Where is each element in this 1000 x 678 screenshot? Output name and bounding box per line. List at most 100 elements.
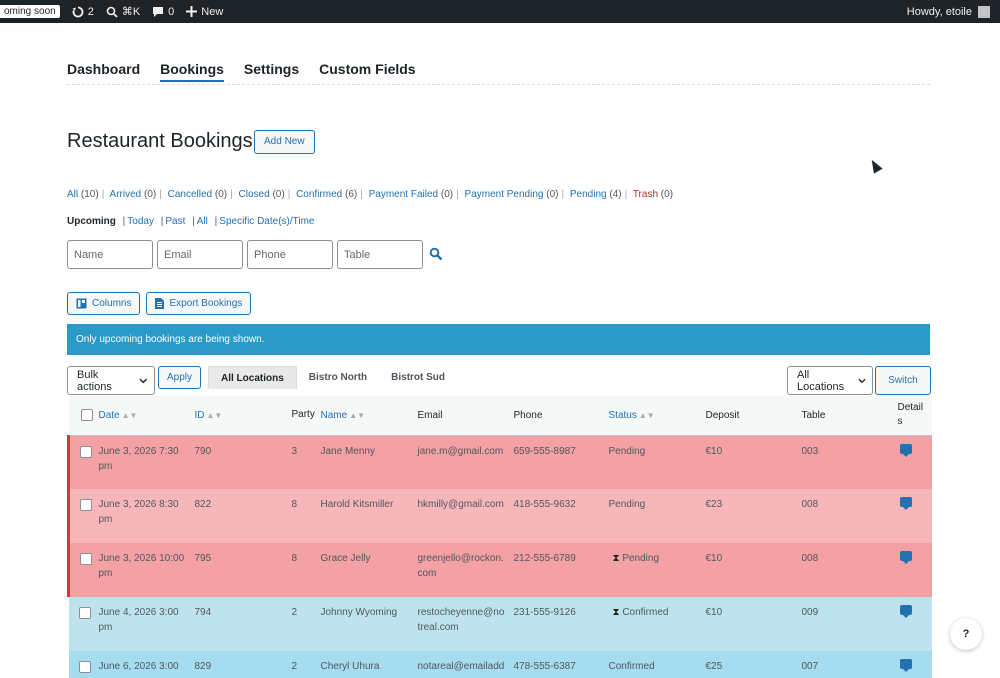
coming-soon-badge[interactable]: oming soon: [0, 5, 60, 18]
switch-button[interactable]: Switch: [875, 366, 931, 395]
row-id: 822: [190, 489, 288, 543]
date-filter-specific[interactable]: Specific Date(s)/Time: [219, 216, 315, 227]
refresh-icon: [72, 6, 84, 17]
hourglass-icon: ⧗: [612, 553, 620, 564]
header-phone: Phone: [509, 396, 605, 436]
comments-count: 0: [168, 5, 175, 18]
status-all-link[interactable]: All: [67, 189, 79, 200]
date-filter-upcoming[interactable]: Upcoming: [67, 216, 116, 227]
date-filter-today[interactable]: Today: [127, 216, 154, 227]
comments-item[interactable]: 0: [152, 6, 174, 18]
tab-bookings[interactable]: Bookings: [160, 61, 224, 82]
phone-search-input[interactable]: [247, 240, 333, 269]
bulk-actions-label: Bulk actions: [77, 368, 112, 393]
add-new-button[interactable]: Add New: [254, 130, 315, 154]
details-icon[interactable]: [899, 551, 912, 564]
nav-divider: [67, 84, 930, 85]
row-email: restocheyenne@notreal.com: [413, 597, 510, 651]
columns-icon: [76, 298, 87, 309]
status-payment-failed-link[interactable]: Payment Failed: [368, 189, 439, 200]
row-name: Johnny Wyoming: [316, 597, 414, 651]
updates-item[interactable]: 2: [72, 6, 94, 18]
chevron-down-icon: [139, 378, 148, 383]
status-closed-link[interactable]: Closed: [238, 189, 270, 200]
search-shortcut: ⌘K: [121, 6, 141, 18]
search-item[interactable]: ⌘K: [106, 5, 140, 18]
header-id[interactable]: ID ▲▼: [190, 396, 288, 436]
date-filter-all[interactable]: All: [196, 216, 208, 227]
header-status[interactable]: Status ▲▼: [604, 396, 702, 436]
row-id: 794: [190, 597, 288, 651]
location-select[interactable]: All Locations: [787, 366, 873, 395]
new-item[interactable]: New: [186, 6, 223, 18]
row-name: Jane Menny: [316, 435, 414, 489]
apply-button[interactable]: Apply: [158, 366, 202, 389]
details-icon[interactable]: [899, 497, 912, 510]
info-notice: Only upcoming bookings are being shown.: [67, 324, 930, 355]
row-table: 008: [797, 543, 894, 597]
row-checkbox[interactable]: [80, 499, 92, 511]
tab-all-locations[interactable]: All Locations: [208, 366, 297, 389]
name-search-input[interactable]: [67, 240, 153, 269]
details-icon[interactable]: [899, 443, 912, 457]
columns-button[interactable]: Columns: [67, 292, 141, 315]
document-icon: [155, 298, 165, 309]
status-pending-link[interactable]: Pending: [569, 189, 607, 200]
status-filter-links: All (10) | Arrived (0) | Cancelled (0) | Cl…: [67, 189, 674, 200]
row-phone: 659-555-8987: [509, 435, 605, 489]
status-confirmed-link[interactable]: Confirmed: [296, 189, 343, 200]
row-party: 3: [287, 435, 317, 489]
status-payment-pending-link[interactable]: Payment Pending: [464, 189, 544, 200]
status-arrived-link[interactable]: Arrived: [109, 189, 142, 200]
row-checkbox[interactable]: [78, 661, 91, 673]
tab-settings[interactable]: Settings: [243, 61, 300, 77]
bulk-actions-select[interactable]: Bulk actions: [67, 366, 155, 395]
table-row[interactable]: June 3, 2026 8:30 pm 822 8 Harold Kitsmi…: [67, 489, 932, 543]
row-status: Pending: [604, 435, 702, 489]
header-details: Details: [893, 396, 932, 436]
status-cancelled-link[interactable]: Cancelled: [167, 189, 213, 200]
tab-dashboard[interactable]: Dashboard: [67, 61, 141, 77]
row-phone: 212-555-6789: [509, 543, 605, 597]
updates-count: 2: [87, 5, 94, 18]
details-icon[interactable]: [899, 659, 912, 672]
row-checkbox[interactable]: [78, 607, 91, 619]
date-filter-past[interactable]: Past: [165, 216, 186, 227]
row-email: hkmilly@gmail.com: [413, 489, 510, 543]
tab-custom-fields[interactable]: Custom Fields: [319, 61, 416, 77]
header-date[interactable]: Date ▲▼: [94, 396, 191, 436]
row-status: ⧗ Pending: [604, 543, 702, 597]
details-icon[interactable]: [899, 605, 912, 618]
header-name[interactable]: Name ▲▼: [316, 396, 414, 436]
page-title: Restaurant Bookings: [67, 130, 253, 152]
table-row[interactable]: June 6, 2026 3:00 pm 829 2 Cheryl Uhura …: [68, 651, 932, 678]
mouse-cursor-icon: [867, 157, 883, 174]
table-row[interactable]: June 4, 2026 3:00 pm 794 2 Johnny Wyomin…: [68, 597, 932, 651]
account-menu[interactable]: Howdy, etoile: [907, 0, 990, 23]
table-row[interactable]: June 3, 2026 7:30 pm 790 3 Jane Menny ja…: [67, 435, 932, 489]
help-button[interactable]: ?: [950, 618, 982, 650]
tab-bistrot-sud[interactable]: Bistrot Sud: [391, 372, 446, 383]
row-checkbox[interactable]: [80, 553, 92, 565]
export-bookings-button[interactable]: Export Bookings: [146, 292, 252, 315]
row-date: June 4, 2026 3:00 pm: [94, 597, 191, 651]
row-status: Confirmed: [604, 651, 702, 678]
search-icon[interactable]: [429, 247, 443, 261]
status-trash-link[interactable]: Trash: [632, 189, 659, 200]
row-phone: 418-555-9632: [509, 489, 605, 543]
row-name: Cheryl Uhura: [316, 651, 414, 678]
avatar: [978, 5, 990, 18]
table-search-input[interactable]: [337, 240, 423, 269]
table-row[interactable]: June 3, 2026 10:00 pm 795 8 Grace Jelly …: [67, 543, 932, 597]
row-date: June 3, 2026 7:30 pm: [94, 435, 191, 489]
bookings-table: Date ▲▼ ID ▲▼ Party Name ▲▼ Email Phone Sta…: [67, 396, 932, 678]
row-id: 829: [190, 651, 288, 678]
tab-bistro-north[interactable]: Bistro North: [308, 372, 368, 383]
date-filter-links: Upcoming | Today | Past | All | Specific Dat…: [67, 216, 315, 227]
row-party: 8: [287, 543, 317, 597]
email-search-input[interactable]: [157, 240, 243, 269]
row-deposit: €10: [701, 597, 798, 651]
select-all-checkbox[interactable]: [80, 409, 93, 422]
row-checkbox[interactable]: [80, 445, 92, 458]
row-party: 2: [287, 651, 317, 678]
